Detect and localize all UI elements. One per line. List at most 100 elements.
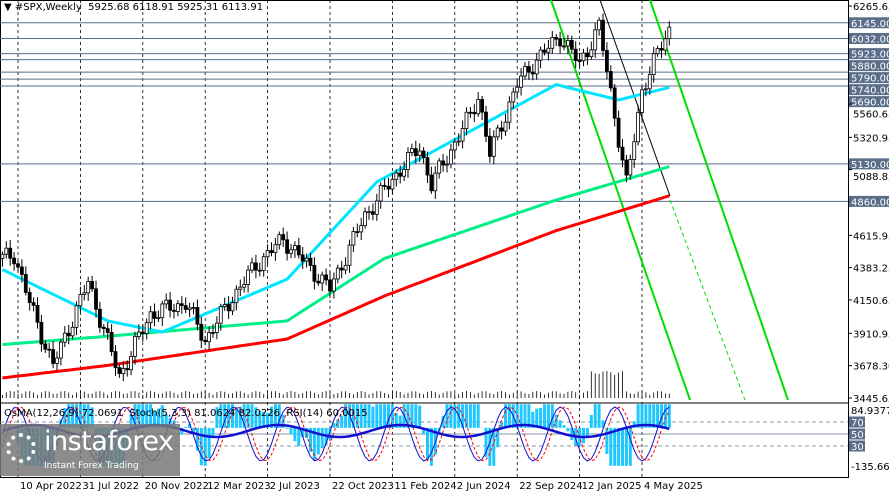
candle-body bbox=[573, 48, 578, 61]
osma-bar bbox=[215, 407, 219, 428]
osma-bar bbox=[582, 427, 585, 444]
osma-bar bbox=[86, 404, 90, 428]
osma-bar bbox=[414, 404, 418, 428]
candle-body bbox=[187, 307, 192, 310]
candle-body bbox=[612, 87, 617, 119]
candle-body bbox=[402, 169, 407, 177]
candle-body bbox=[144, 322, 149, 334]
candle-body bbox=[589, 49, 594, 58]
level-tag-label: 5923.00 bbox=[851, 50, 889, 61]
osma-bar bbox=[149, 404, 153, 428]
candle-body bbox=[550, 37, 555, 49]
osma-bar bbox=[340, 415, 344, 428]
osma-bar bbox=[422, 427, 426, 435]
candle-body bbox=[19, 266, 24, 275]
osma-bar bbox=[82, 404, 86, 428]
indicator-tick-label: -135.665 bbox=[851, 462, 889, 473]
candle-body bbox=[624, 159, 629, 176]
candle-body bbox=[328, 279, 332, 292]
osma-bar bbox=[312, 427, 316, 460]
level-tag bbox=[849, 195, 889, 207]
candle-body bbox=[222, 304, 227, 307]
candle-body bbox=[148, 311, 153, 324]
osma-bar bbox=[344, 404, 348, 428]
osma-bar bbox=[153, 411, 156, 428]
candle-body bbox=[343, 264, 348, 271]
osma-bar bbox=[461, 404, 465, 428]
candle-body bbox=[207, 332, 212, 343]
osma-bar bbox=[531, 411, 535, 428]
osma-bar bbox=[363, 404, 367, 428]
candle-body bbox=[183, 305, 188, 310]
candle-body bbox=[441, 160, 446, 166]
osma-bar bbox=[316, 427, 320, 455]
candle-body bbox=[90, 281, 94, 290]
osma-bar bbox=[207, 427, 211, 459]
price-tick-label: 6265.65 bbox=[853, 2, 889, 13]
candle-body bbox=[620, 146, 625, 161]
candle-body bbox=[495, 127, 500, 138]
candle-body bbox=[406, 152, 410, 170]
candle-body bbox=[117, 367, 122, 374]
osma-bar bbox=[663, 404, 667, 428]
osma-bar bbox=[632, 421, 636, 428]
candle-body bbox=[0, 253, 5, 259]
osma-bar bbox=[231, 404, 234, 428]
candle-body bbox=[12, 257, 17, 265]
date-tick-label: 11 Feb 2024 bbox=[394, 481, 456, 492]
candle-body bbox=[663, 38, 668, 51]
candle-body bbox=[82, 292, 87, 295]
osma-bar bbox=[546, 404, 550, 428]
date-tick-label: 10 Apr 2022 bbox=[20, 481, 82, 492]
logo-name: instaforex bbox=[44, 426, 174, 457]
candle-body bbox=[246, 269, 251, 285]
candle-body bbox=[417, 150, 422, 156]
osma-bar bbox=[539, 407, 543, 428]
candle-body bbox=[218, 306, 223, 324]
candle-body bbox=[569, 39, 574, 50]
osma-bar bbox=[613, 427, 617, 466]
osma-bar bbox=[145, 404, 149, 428]
osma-bar bbox=[441, 415, 445, 428]
candle-body bbox=[386, 185, 391, 190]
candle-body bbox=[527, 66, 531, 73]
indicator-level-label: 50 bbox=[851, 430, 864, 441]
candle-body bbox=[70, 326, 75, 337]
candle-body bbox=[168, 299, 173, 311]
candle-body bbox=[324, 274, 329, 281]
osma-bar bbox=[660, 404, 663, 428]
level-tag-label: 5130.00 bbox=[851, 160, 889, 171]
date-tick-label: 12 Mar 2023 bbox=[207, 481, 270, 492]
candle-body bbox=[273, 244, 278, 254]
candle-body bbox=[421, 150, 426, 159]
candle-body bbox=[448, 149, 453, 165]
date-tick-label: 31 Jul 2022 bbox=[82, 481, 139, 492]
candle-body bbox=[199, 323, 204, 341]
candle-body bbox=[538, 49, 543, 61]
osma-bar bbox=[636, 404, 640, 428]
candle-body bbox=[390, 178, 395, 190]
candle-body bbox=[86, 281, 91, 294]
osma-bar bbox=[387, 404, 390, 428]
osma-bar bbox=[472, 404, 476, 428]
candle-body bbox=[292, 245, 297, 251]
osma-bar bbox=[527, 404, 531, 428]
candle-body bbox=[640, 89, 644, 113]
osma-bar bbox=[609, 427, 613, 466]
candle-body bbox=[363, 211, 368, 226]
osma-bar bbox=[262, 411, 266, 428]
osma-bar bbox=[71, 404, 75, 428]
candle-body bbox=[121, 368, 126, 374]
osma-bar bbox=[328, 427, 332, 440]
osma-bar bbox=[519, 404, 523, 428]
osma-bar bbox=[488, 427, 492, 466]
candle-body bbox=[98, 308, 102, 328]
candle-body bbox=[542, 49, 547, 53]
candle-body bbox=[398, 172, 403, 177]
candle-body bbox=[445, 163, 449, 166]
candle-body bbox=[605, 50, 609, 72]
candle-body bbox=[378, 184, 383, 202]
candle-body bbox=[214, 322, 219, 333]
candle-body bbox=[113, 351, 118, 368]
